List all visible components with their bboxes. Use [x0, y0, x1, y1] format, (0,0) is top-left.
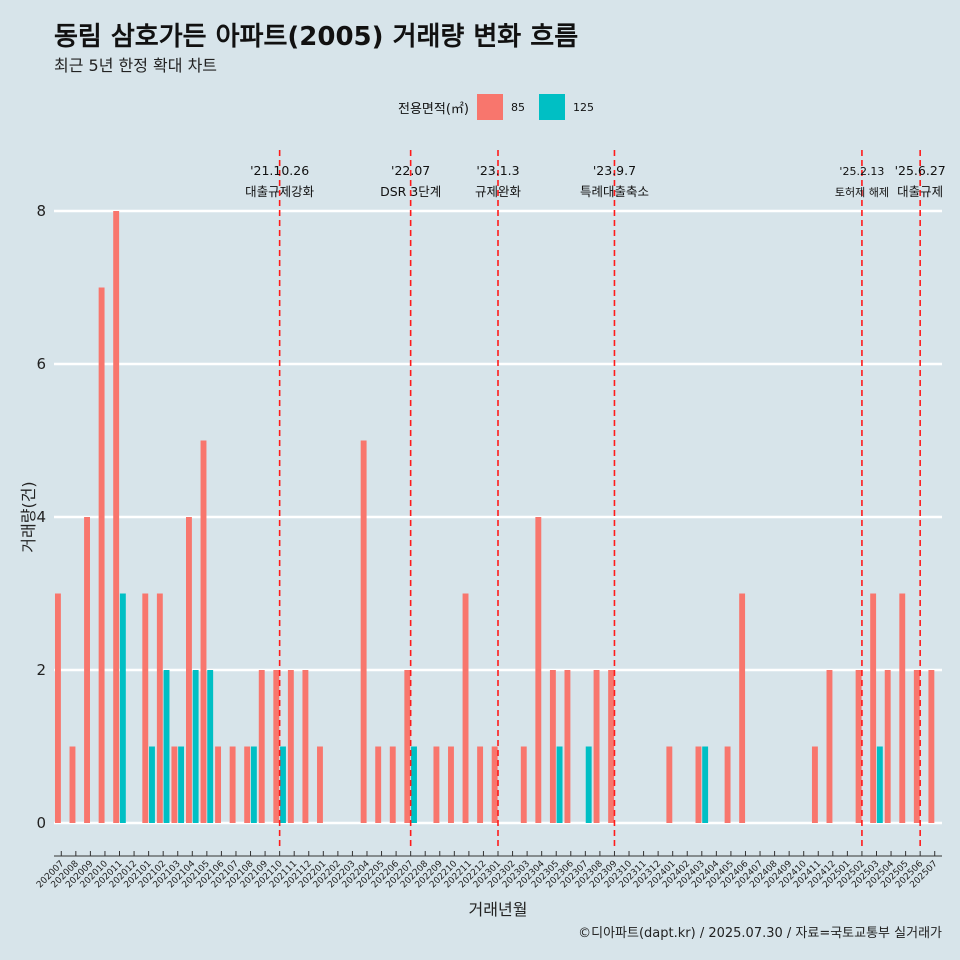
bar-85-202411 — [811, 746, 818, 823]
x-axis-label: 거래년월 — [469, 900, 528, 919]
bar-85-202502 — [855, 670, 862, 823]
bar-85-202206 — [389, 746, 396, 823]
bar-85-202111 — [287, 670, 294, 823]
bar-85-202104 — [185, 517, 192, 823]
bar-125-202307 — [585, 746, 592, 823]
legend-key-85 — [476, 94, 503, 120]
bar-85-202303 — [520, 746, 527, 823]
bar-85-202308 — [593, 670, 600, 823]
bar-125-202101 — [149, 746, 155, 823]
y-tick-label-2: 2 — [36, 661, 46, 679]
event-date-6: '25.6.27 — [895, 163, 946, 178]
legend: 전용면적(㎡) 85 125 — [398, 94, 600, 120]
bar-85-202205 — [375, 746, 382, 823]
event-date-1: '21.10.26 — [250, 163, 309, 178]
bar-85-202412 — [826, 670, 833, 823]
bar-85-202007 — [54, 593, 61, 823]
bar-85-202301 — [491, 746, 498, 823]
event-date-4: '23.9.7 — [593, 163, 636, 178]
event-date-5: '25.2.13 — [839, 165, 884, 178]
bar-85-202103 — [171, 746, 178, 823]
bar-85-202108 — [244, 746, 251, 823]
bar-125-202103 — [178, 746, 185, 823]
bar-85-202211 — [462, 593, 469, 823]
bar-125-202011 — [119, 593, 126, 823]
source-caption: ©디아파트(dapt.kr) / 2025.07.30 / 자료=국토교통부 실… — [578, 926, 942, 941]
bar-125-202105 — [207, 670, 214, 823]
bar-85-202406 — [739, 593, 746, 823]
bar-85-202102 — [156, 593, 163, 823]
event-lines: '21.10.26 대출규제강화 '22.07 DSR 3단계 '23.1.3 규제완화 '… — [245, 150, 946, 850]
legend-key-125 — [538, 94, 565, 120]
legend-title: 전용면적(㎡) — [398, 101, 469, 117]
legend-label-125: 125 — [572, 100, 594, 114]
bar-85-202008 — [69, 746, 76, 823]
bar-85-202210 — [448, 746, 454, 823]
bar-85-202305 — [549, 670, 556, 823]
bar-85-202506 — [913, 670, 920, 823]
bar-85-202309 — [608, 670, 615, 823]
y-axis-label: 거래량(건) — [19, 481, 38, 552]
event-label-1: 대출규제강화 — [245, 184, 315, 199]
y-tick-label-8: 8 — [36, 202, 46, 220]
bar-85-202401 — [666, 746, 673, 823]
bar-85-202106 — [215, 746, 222, 823]
bar-85-202212 — [477, 746, 484, 823]
bar-85-202209 — [433, 746, 440, 823]
bar-125-202104 — [192, 670, 199, 823]
bar-85-202204 — [360, 440, 367, 823]
legend-label-85: 85 — [510, 100, 525, 114]
bar-85-202304 — [535, 517, 542, 823]
bar-85-202010 — [98, 287, 105, 823]
y-tick-label-4: 4 — [36, 508, 46, 526]
bar-85-202107 — [229, 746, 236, 823]
bar-85-202101 — [142, 593, 149, 823]
chart-title: 동림 삼호가든 아파트(2005) 거래량 변화 흐름 — [54, 22, 579, 52]
axes: 0246820200720200820200920201020201120201… — [35, 202, 942, 890]
bar-85-202403 — [695, 746, 702, 823]
bar-85-202504 — [884, 670, 891, 823]
bar-85-202110 — [273, 670, 280, 823]
bar-125-202110 — [280, 746, 286, 823]
bars — [54, 211, 935, 823]
y-tick-label-0: 0 — [36, 814, 46, 832]
bar-85-202011 — [113, 211, 120, 823]
event-label-4: 특례대출축소 — [580, 184, 649, 199]
bar-85-202009 — [84, 517, 90, 823]
chart-subtitle: 최근 5년 한정 확대 차트 — [54, 56, 218, 75]
event-label-6: 대출규제 — [897, 184, 943, 199]
event-date-2: '22.07 — [391, 163, 430, 178]
y-tick-label-6: 6 — [36, 355, 46, 373]
bar-85-202505 — [899, 593, 906, 823]
bar-85-202201 — [317, 746, 323, 823]
event-date-3: '23.1.3 — [476, 163, 519, 178]
event-label-5: 토허제 해제 — [835, 185, 889, 199]
bar-85-202112 — [302, 670, 309, 823]
bar-85-202503 — [870, 593, 877, 823]
bar-125-202503 — [876, 746, 883, 823]
bar-125-202102 — [163, 670, 170, 823]
event-label-3: 규제완화 — [475, 184, 522, 199]
bar-85-202109 — [258, 670, 265, 823]
bar-125-202305 — [556, 746, 563, 823]
bar-85-202105 — [200, 440, 207, 823]
event-label-2: DSR 3단계 — [380, 184, 441, 199]
bar-85-202306 — [564, 670, 571, 823]
bar-125-202207 — [411, 746, 417, 823]
bar-85-202405 — [724, 746, 731, 823]
bar-85-202507 — [928, 670, 935, 823]
bar-125-202403 — [702, 746, 709, 823]
bar-125-202108 — [250, 746, 257, 823]
bar-85-202207 — [404, 670, 411, 823]
